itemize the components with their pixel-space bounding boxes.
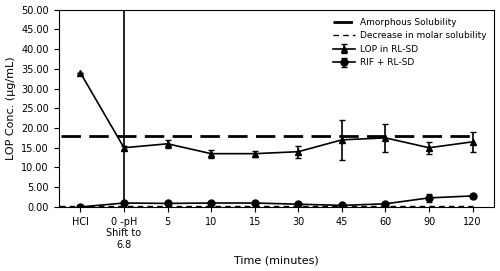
X-axis label: Time (minutes): Time (minutes) xyxy=(234,256,319,265)
Y-axis label: LOP Conc. (µg/mL): LOP Conc. (µg/mL) xyxy=(6,56,16,160)
Legend: Amorphous Solubility, Decrease in molar solubility, LOP in RL-SD, RIF + RL-SD: Amorphous Solubility, Decrease in molar … xyxy=(329,14,490,71)
